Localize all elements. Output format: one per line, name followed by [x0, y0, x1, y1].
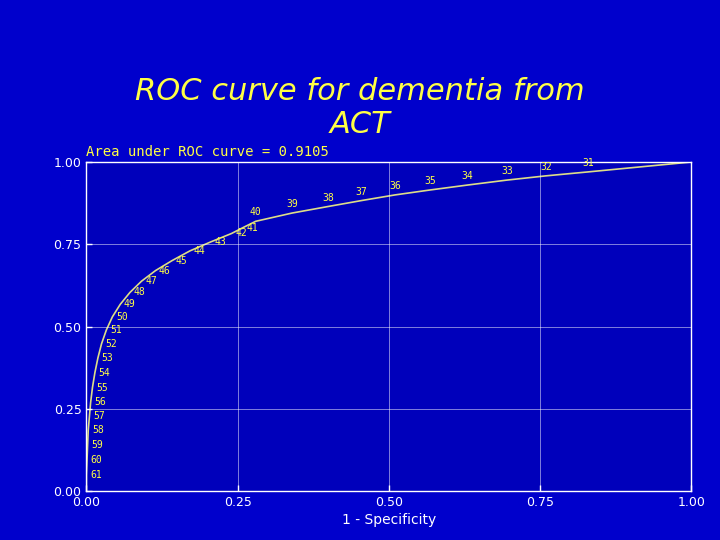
Text: 40: 40: [250, 207, 261, 217]
Text: 36: 36: [389, 181, 401, 191]
Text: 54: 54: [99, 368, 110, 378]
X-axis label: 1 - Specificity: 1 - Specificity: [342, 514, 436, 528]
Text: 59: 59: [91, 440, 103, 450]
Text: 42: 42: [235, 228, 247, 239]
Text: 47: 47: [145, 276, 157, 286]
Text: 51: 51: [110, 325, 122, 335]
Text: 50: 50: [116, 312, 127, 322]
Text: 39: 39: [286, 199, 298, 209]
Text: Area under ROC curve = 0.9105: Area under ROC curve = 0.9105: [86, 145, 329, 159]
Text: 43: 43: [214, 237, 226, 247]
Text: 38: 38: [323, 193, 334, 202]
Text: 55: 55: [96, 383, 108, 393]
Text: 33: 33: [501, 166, 513, 176]
Text: 32: 32: [540, 162, 552, 172]
Text: 61: 61: [90, 470, 102, 480]
Text: 60: 60: [91, 455, 102, 465]
Text: 58: 58: [92, 426, 104, 435]
Text: 45: 45: [175, 256, 187, 266]
Text: 31: 31: [582, 158, 594, 168]
Text: 44: 44: [194, 246, 205, 256]
Text: 52: 52: [105, 339, 117, 349]
Text: 46: 46: [159, 266, 171, 276]
Text: 56: 56: [94, 397, 106, 408]
Text: 57: 57: [93, 411, 105, 421]
Text: 37: 37: [356, 187, 367, 197]
Text: 41: 41: [246, 223, 258, 233]
Text: 48: 48: [134, 287, 145, 298]
Text: ROC curve for dementia from
ACT: ROC curve for dementia from ACT: [135, 77, 585, 139]
Text: 53: 53: [102, 353, 113, 363]
Text: 34: 34: [462, 171, 473, 181]
Text: 49: 49: [124, 299, 135, 309]
Text: 35: 35: [424, 176, 436, 186]
